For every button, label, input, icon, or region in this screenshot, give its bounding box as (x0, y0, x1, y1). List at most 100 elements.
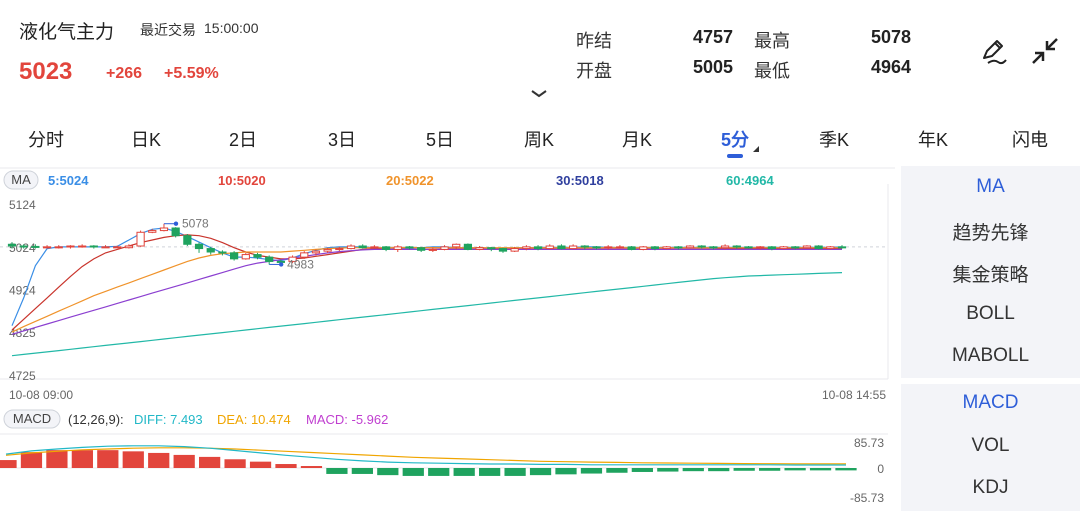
ma-label-2: 20:5022 (386, 173, 434, 188)
macd-hist-bar (657, 468, 679, 472)
tab-3[interactable]: 3日 (327, 130, 357, 150)
indicator-main-集金策略[interactable]: 集金策略 (952, 265, 1029, 286)
candle-body (522, 246, 531, 250)
tab-8[interactable]: 季K (818, 130, 850, 150)
high-value: 5078 (871, 27, 912, 47)
macd-hist-bar (326, 468, 348, 474)
candle-body (756, 246, 765, 249)
candle-body (311, 250, 321, 254)
pen-draw-icon[interactable] (978, 36, 1008, 66)
last-trade-label: 最近交易 (140, 22, 196, 38)
indicator-sidebar: MA 趋势先锋集金策略 BOLL MABOLL MACD VOL KDJ (901, 166, 1080, 511)
candle-body (545, 245, 554, 250)
candle-body (370, 246, 379, 249)
macd-hist-bar (377, 468, 399, 476)
low-marker-dot (278, 262, 284, 267)
macd-hist-bar (809, 468, 832, 471)
candle-body (452, 243, 461, 248)
tab-9[interactable]: 年K (917, 130, 949, 150)
last-price: 5023 (19, 58, 73, 85)
low-marker-label: 4983 (287, 257, 314, 271)
macd-hist-bar (479, 468, 501, 476)
indicator-sub-vol[interactable]: VOL (971, 435, 1010, 456)
macd-hist-bar (275, 464, 297, 468)
candle-body (288, 256, 297, 262)
macd-hist-bar (453, 468, 475, 476)
candle-body (89, 245, 98, 248)
y-tick-2: 4924 (9, 284, 36, 298)
candle-body (101, 246, 110, 249)
indicator-main-趋势先锋[interactable]: 趋势先锋 (952, 223, 1029, 244)
tab-6[interactable]: 月K (621, 130, 653, 150)
candle-body (802, 245, 812, 249)
candle-body (650, 246, 660, 250)
macd-hist-bar (122, 451, 144, 468)
high-marker-label: 5078 (182, 217, 209, 231)
candle-body (826, 246, 835, 250)
tab-1[interactable]: 日K (130, 130, 162, 150)
macd-hist-bar (148, 452, 170, 468)
tab-10[interactable]: 闪电 (1012, 130, 1048, 150)
candle-body (697, 245, 706, 248)
high-marker-dot (173, 221, 179, 226)
indicator-main-ma[interactable]: MA (976, 176, 1005, 197)
candle-body (814, 245, 823, 250)
tab-2[interactable]: 2日 (228, 130, 258, 150)
candle-body (604, 246, 613, 249)
indicator-sub-macd[interactable]: MACD (962, 392, 1019, 413)
candle-body (19, 245, 28, 248)
candle-body (732, 245, 741, 248)
indicator-main-maboll[interactable]: MABOLL (951, 345, 1030, 366)
candle-body (148, 230, 157, 233)
macd-hist-bar (606, 468, 628, 473)
ma-line-ma60 (11, 272, 843, 357)
candle-body (300, 252, 309, 258)
macd-hist-bar (46, 450, 68, 468)
candle-body (113, 246, 122, 249)
macd-hist-bar (402, 468, 424, 476)
candle-body (194, 243, 204, 250)
candle-body (31, 245, 40, 248)
tab-5[interactable]: 周K (523, 130, 555, 150)
macd-hist-bar (0, 460, 17, 468)
macd-dea-label: DEA: 10.474 (217, 412, 291, 427)
kline-chart[interactable]: MA 5:5024 10:5020 20:5022 30:5018 60:4964 5124… (0, 166, 895, 511)
candle-body (346, 245, 356, 250)
candle-body (440, 246, 449, 250)
x-end-label: 10-08 14:55 (822, 388, 886, 402)
macd-hist-bar (504, 468, 526, 476)
y-tick-0: 5124 (9, 198, 36, 212)
candle-body (580, 245, 589, 248)
candle-body (136, 231, 145, 247)
candle-body (685, 245, 695, 249)
tab-7[interactable]: 5分 (720, 130, 750, 150)
macd-diff-label: DIFF: 7.493 (134, 412, 203, 427)
candle-body (487, 247, 496, 250)
macd-hist-bar (173, 454, 195, 468)
macd-hist-bar (529, 468, 552, 476)
candle-body (159, 227, 169, 232)
tab-0[interactable]: 分时 (28, 130, 64, 150)
candle-body (335, 248, 344, 251)
candle-body (230, 252, 239, 260)
chevron-down-icon[interactable] (530, 88, 548, 98)
candle-body (510, 248, 519, 252)
candle-body (837, 246, 847, 249)
prev-settle-label: 昨结 (576, 31, 612, 51)
candle-body (498, 248, 508, 252)
candle-body (183, 235, 192, 245)
dropdown-corner-icon[interactable] (753, 146, 759, 152)
macd-hist-bar (555, 468, 577, 475)
candle-body (253, 254, 262, 258)
candle-body (206, 248, 215, 253)
ma-label-0: 5:5024 (48, 173, 89, 188)
indicator-sub-kdj[interactable]: KDJ (972, 477, 1009, 498)
tab-4[interactable]: 5日 (425, 130, 455, 150)
candle-body (241, 254, 250, 260)
indicator-main-boll[interactable]: BOLL (966, 303, 1015, 324)
y-tick-4: 4725 (9, 369, 36, 383)
candle-body (779, 246, 788, 250)
collapse-arrows-icon[interactable] (1030, 36, 1060, 66)
candle-body (744, 246, 753, 249)
sidebar-divider (901, 378, 1080, 384)
